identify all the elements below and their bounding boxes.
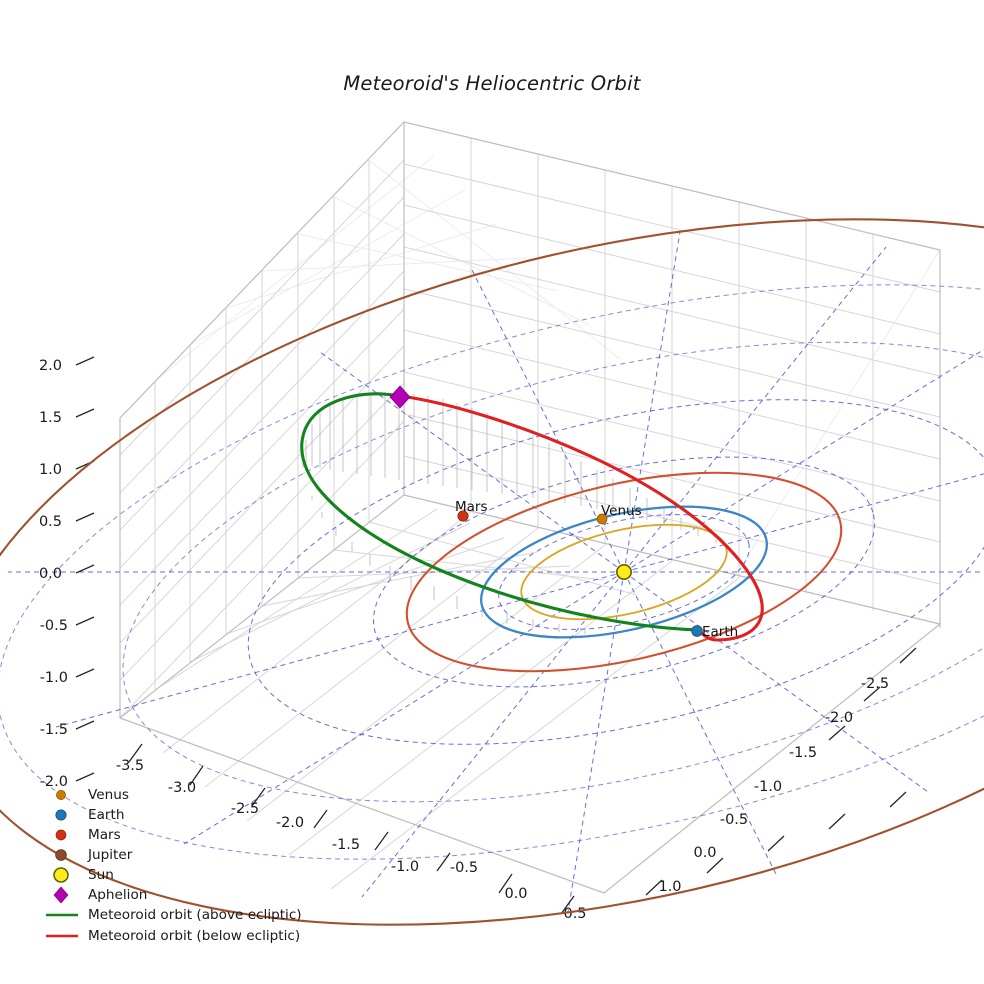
xtick-2: -2.5	[231, 801, 259, 817]
earth-label: Earth	[702, 624, 738, 640]
legend-label-mars: Mars	[88, 827, 121, 843]
ztick-1: 1.5	[39, 410, 62, 426]
aphelion-marker[interactable]	[389, 385, 411, 409]
legend-marker-mars	[55, 829, 67, 841]
legend-marker-sun	[53, 867, 69, 883]
legend-label-sun: Sun	[88, 867, 114, 883]
legend-label-above: Meteoroid orbit (above ecliptic)	[88, 907, 302, 923]
xtick-7: 0.0	[504, 886, 527, 902]
sun-marker[interactable]	[615, 563, 632, 580]
meteoroid-orbit	[300, 392, 764, 642]
xtick-6: -0.5	[450, 860, 478, 876]
xtick-3: -2.0	[276, 815, 304, 831]
body-annotations: Mars Venus Earth	[455, 499, 738, 640]
legend-label-venus: Venus	[88, 787, 129, 803]
ztick-6: -1.0	[40, 670, 68, 686]
planet-orbits	[0, 218, 984, 926]
axes3d-edges	[119, 121, 941, 894]
pane-left	[119, 121, 405, 719]
ztick-0: 2.0	[39, 358, 62, 374]
ytick-4: -0.5	[720, 812, 748, 828]
ztick-4: 0.0	[39, 566, 62, 582]
axis-tick-marks	[75, 356, 917, 915]
legend-label-aphelion: Aphelion	[88, 887, 147, 903]
meteoroid-orbit-above-ecliptic	[300, 392, 700, 632]
ytick-7: 1.0	[658, 879, 681, 895]
mars-label: Mars	[455, 499, 488, 515]
legend-marker-aphelion	[53, 886, 69, 904]
orbit-stem-lines	[302, 392, 717, 634]
legend-label-earth: Earth	[88, 807, 124, 823]
body-markers	[389, 385, 703, 637]
page-title: Meteoroid's Heliocentric Orbit	[343, 72, 641, 95]
mars-marker[interactable]	[457, 510, 469, 522]
ztick-2: 1.0	[39, 462, 62, 478]
ztick-8: -2.0	[40, 774, 68, 790]
jupiter-orbit	[0, 218, 984, 926]
venus-marker[interactable]	[596, 513, 608, 525]
ytick-6: 0.5	[563, 906, 586, 922]
legend-marker-earth	[55, 809, 67, 821]
ytick-5: 0.0	[693, 845, 716, 861]
xtick-0: -3.5	[116, 758, 144, 774]
pane-right	[403, 121, 941, 628]
ytick-3: -1.0	[754, 779, 782, 795]
legend-marker-venus	[56, 790, 66, 800]
ytick-2: -1.5	[789, 745, 817, 761]
venus-label: Venus	[601, 503, 642, 519]
legend-label-below: Meteoroid orbit (below ecliptic)	[88, 928, 300, 944]
plot-legend[interactable]: Venus Earth Mars Jupiter Sun Aphelion Me…	[46, 787, 302, 944]
ytick-0: -2.5	[861, 676, 889, 692]
mars-orbit	[405, 471, 843, 673]
legend-marker-jupiter	[55, 849, 67, 861]
xtick-1: -3.0	[168, 780, 196, 796]
axis-tick-labels: 2.0 1.5 1.0 0.5 0.0 -0.5 -1.0 -1.5 -2.0 …	[39, 358, 889, 922]
venus-orbit	[520, 523, 728, 621]
ytick-1: -2.0	[825, 710, 853, 726]
meteoroid-orbit-below-ecliptic	[398, 394, 764, 642]
axes3d-panes	[118, 121, 942, 894]
earth-orbit	[479, 505, 769, 639]
ztick-7: -1.5	[40, 722, 68, 738]
ztick-5: -0.5	[40, 618, 68, 634]
ecliptic-polar-grid	[0, 231, 984, 913]
xtick-4: -1.5	[332, 837, 360, 853]
earth-marker[interactable]	[691, 625, 703, 637]
legend-label-jupiter: Jupiter	[87, 847, 133, 863]
xtick-5: -1.0	[391, 859, 419, 875]
ztick-3: 0.5	[39, 514, 62, 530]
